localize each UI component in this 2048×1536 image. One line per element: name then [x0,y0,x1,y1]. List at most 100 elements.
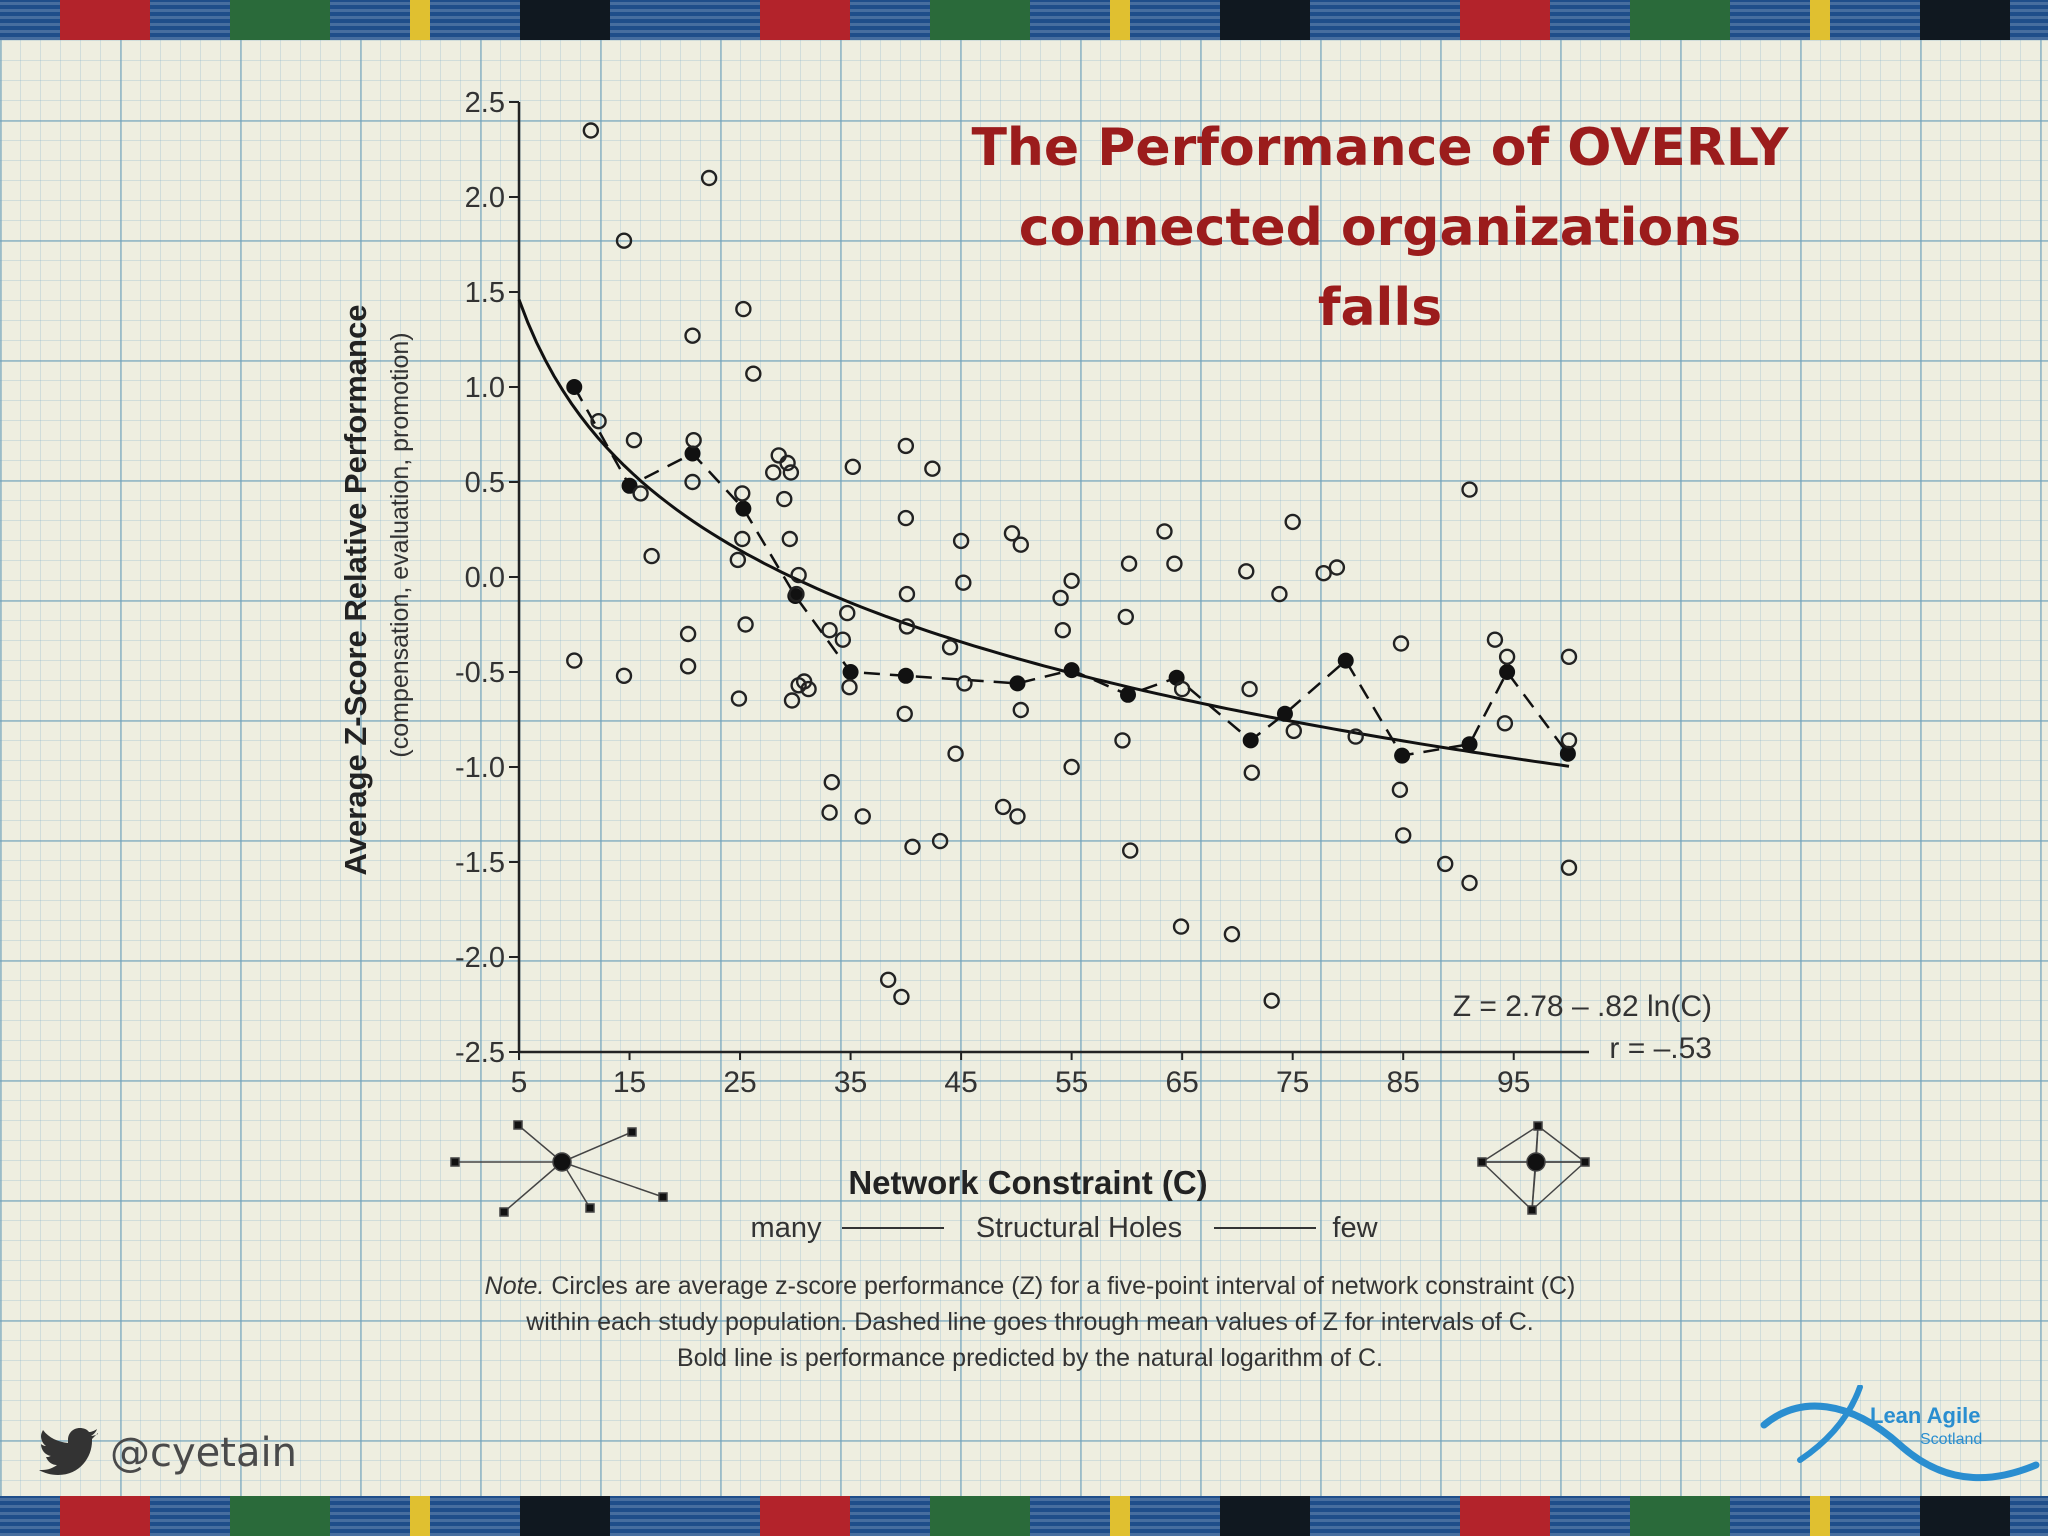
data-point [1173,680,1191,698]
data-point [684,327,701,344]
data-point [924,460,941,477]
mean-point [842,664,859,680]
data-point [1012,536,1029,553]
chart-axes: 2.5 2.0 1.5 1.0 0.5 0.0 -0.5 -1.0 -1.5 -2.0 -2.55 1… [455,87,1589,1099]
data-point [1223,926,1241,943]
data-point [1486,631,1504,648]
data-point [625,432,643,449]
network-diagram-dense-icon [1477,1121,1590,1215]
data-point [1166,555,1183,572]
data-point [679,658,697,675]
mean-dashed-line [573,386,1569,757]
data-point [1437,855,1454,873]
data-point [782,464,800,481]
x-tick-label: 5 [511,1066,528,1099]
data-point [737,616,754,633]
x-axis-sublabel-few: few [1332,1212,1378,1244]
data-point [730,690,748,707]
data-point [956,675,973,692]
data-point [1560,648,1578,665]
mean-point [1242,732,1259,749]
data-point [904,838,921,855]
data-point [898,585,916,603]
data-point [1012,701,1029,719]
data-point [1241,680,1258,698]
data-point [781,530,798,548]
data-point [955,574,972,591]
data-point [1063,572,1080,589]
y-tick-label: 2.0 [465,182,505,214]
data-point [854,808,871,825]
open-points-layer [566,122,1578,1009]
mean-point [1063,662,1080,679]
y-tick-label: -0.5 [455,657,505,689]
y-tick-label: -1.5 [455,847,505,879]
note-line1: Note. Circles are average z-score perfor… [485,1272,1576,1300]
fit-curve [517,299,1570,768]
data-point [1496,715,1514,732]
data-point [821,804,838,821]
data-point [1271,585,1288,603]
data-point [632,485,649,502]
x-axis-sublabel-many: many [751,1212,822,1244]
y-tick-label: -2.0 [455,942,505,974]
x-axis-sublabel-structural-holes: Structural Holes [976,1212,1182,1244]
slide-title-line1: The Performance of OVERLY [971,118,1789,178]
data-point [1391,781,1409,798]
mean-point [1559,745,1576,762]
data-point [941,639,959,656]
data-point [994,798,1012,816]
data-point [684,473,701,491]
data-point [800,680,817,698]
data-point [776,490,793,508]
tartan-border-bottom [0,1496,2048,1536]
data-point [790,677,807,694]
data-point [1238,563,1255,580]
data-point [734,485,751,502]
data-point [1498,648,1516,665]
x-tick-label: 35 [834,1066,867,1099]
x-tick-label: 45 [944,1066,977,1099]
tartan-border-top [0,0,2048,40]
x-tick-label: 65 [1165,1066,1198,1099]
data-point [700,169,718,187]
data-point [590,413,607,430]
regression-equation: Z = 2.78 – .82 ln(C) [1453,990,1712,1023]
data-point [1461,481,1478,498]
x-tick-label: 75 [1276,1066,1309,1099]
x-tick-label: 25 [723,1066,756,1099]
data-point [931,832,949,850]
data-point [1560,732,1578,749]
data-point [1003,525,1021,542]
correlation-value: r = –.53 [1609,1032,1712,1065]
mean-point [1120,686,1136,703]
data-point [643,547,660,565]
data-point [1122,842,1139,859]
data-point [897,437,915,455]
data-point [839,604,856,622]
data-point [879,971,897,988]
data-point [1347,728,1364,745]
data-point [1461,874,1478,892]
y-tick-label: 0.0 [465,562,505,594]
data-point [821,622,838,639]
mean-point [1499,664,1516,680]
y-axis-sublabel: (compensation, evaluation, promotion) [386,332,414,757]
data-point [1560,859,1578,876]
data-point [1328,559,1346,576]
x-tick-label: 85 [1387,1066,1420,1099]
y-tick-label: 1.0 [465,372,505,404]
data-point [947,745,964,762]
x-axis-label: Network Constraint (C) [848,1164,1207,1201]
data-point [1009,808,1026,825]
data-point [615,232,633,249]
data-point [898,618,916,635]
y-tick-label: -1.0 [455,752,505,784]
data-point [1172,918,1190,935]
data-point [790,566,807,584]
data-point [897,509,915,527]
note-line2: within each study population. Dashed lin… [525,1308,1534,1336]
y-axis-label: Average Z-Score Relative Performance [338,305,373,876]
data-point [783,692,801,709]
data-point [729,551,747,569]
